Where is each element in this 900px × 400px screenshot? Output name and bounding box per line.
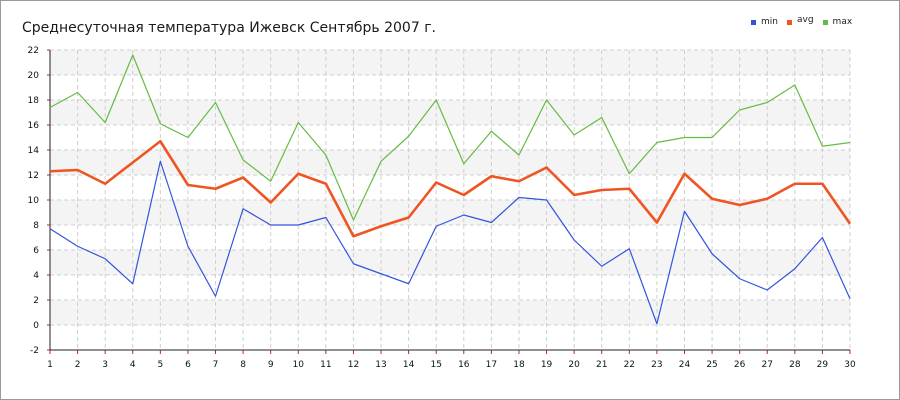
x-tick-label: 29 (817, 360, 829, 370)
y-tick-label: 8 (33, 221, 39, 231)
x-tick-label: 18 (513, 360, 525, 370)
x-tick-label: 24 (679, 360, 691, 370)
x-tick-label: 21 (596, 360, 607, 370)
x-tick-label: 11 (320, 360, 331, 370)
y-tick-label: 14 (28, 146, 40, 156)
x-tick-label: 4 (130, 360, 136, 370)
x-tick-label: 14 (403, 360, 415, 370)
x-tick-label: 9 (268, 360, 274, 370)
x-tick-label: 20 (568, 360, 580, 370)
x-tick-label: 16 (458, 360, 470, 370)
legend-item-avg: avg (786, 15, 814, 27)
series-line-min (49, 160, 851, 325)
x-tick-label: 15 (430, 360, 441, 370)
y-tick-label: 18 (28, 96, 40, 106)
x-tick-label: 8 (240, 360, 246, 370)
y-tick-label: 10 (28, 196, 40, 206)
legend-label-avg: avg (796, 15, 814, 25)
x-tick-label: 27 (762, 360, 773, 370)
legend-item-min: min (751, 17, 778, 27)
y-tick-label: 20 (28, 71, 40, 81)
y-tick-label: 16 (28, 121, 40, 131)
x-tick-label: 13 (375, 360, 386, 370)
x-tick-label: 6 (185, 360, 191, 370)
legend-item-max: max (822, 17, 853, 27)
x-tick-label: 12 (348, 360, 359, 370)
x-tick-label: 25 (706, 360, 717, 370)
y-tick-label: 2 (33, 296, 39, 306)
x-tick-label: 26 (734, 360, 746, 370)
grid-band (50, 50, 850, 75)
x-tick-label: 1 (47, 360, 53, 370)
series-line-max (49, 54, 851, 221)
grid-band (50, 100, 850, 125)
x-tick-label: 28 (789, 360, 801, 370)
legend-swatch-min (751, 20, 756, 25)
x-tick-label: 5 (157, 360, 163, 370)
x-tick-label: 30 (844, 360, 856, 370)
grid-band (50, 250, 850, 275)
legend: min avg max (751, 15, 861, 27)
x-tick-label: 7 (213, 360, 219, 370)
x-tick-label: 10 (293, 360, 305, 370)
y-tick-label: 22 (28, 46, 39, 56)
grid-band (50, 150, 850, 175)
y-tick-label: 12 (28, 171, 39, 181)
series-line-avg (49, 139, 852, 238)
x-tick-label: 2 (75, 360, 81, 370)
y-tick-label: 0 (33, 321, 39, 331)
grid-band (50, 300, 850, 325)
y-tick-label: 6 (33, 246, 39, 256)
x-tick-label: 3 (102, 360, 108, 370)
chart-title: Среднесуточная температура Ижевск Сентяб… (22, 20, 436, 36)
y-tick-label: 4 (33, 271, 39, 281)
legend-swatch-max (822, 20, 828, 25)
legend-label-max: max (832, 17, 853, 27)
y-tick-label: -2 (30, 346, 39, 356)
x-tick-label: 17 (486, 360, 497, 370)
x-tick-label: 19 (541, 360, 553, 370)
x-tick-label: 23 (651, 360, 662, 370)
x-tick-label: 22 (624, 360, 635, 370)
legend-label-min: min (761, 17, 778, 27)
legend-swatch-avg (786, 20, 792, 25)
